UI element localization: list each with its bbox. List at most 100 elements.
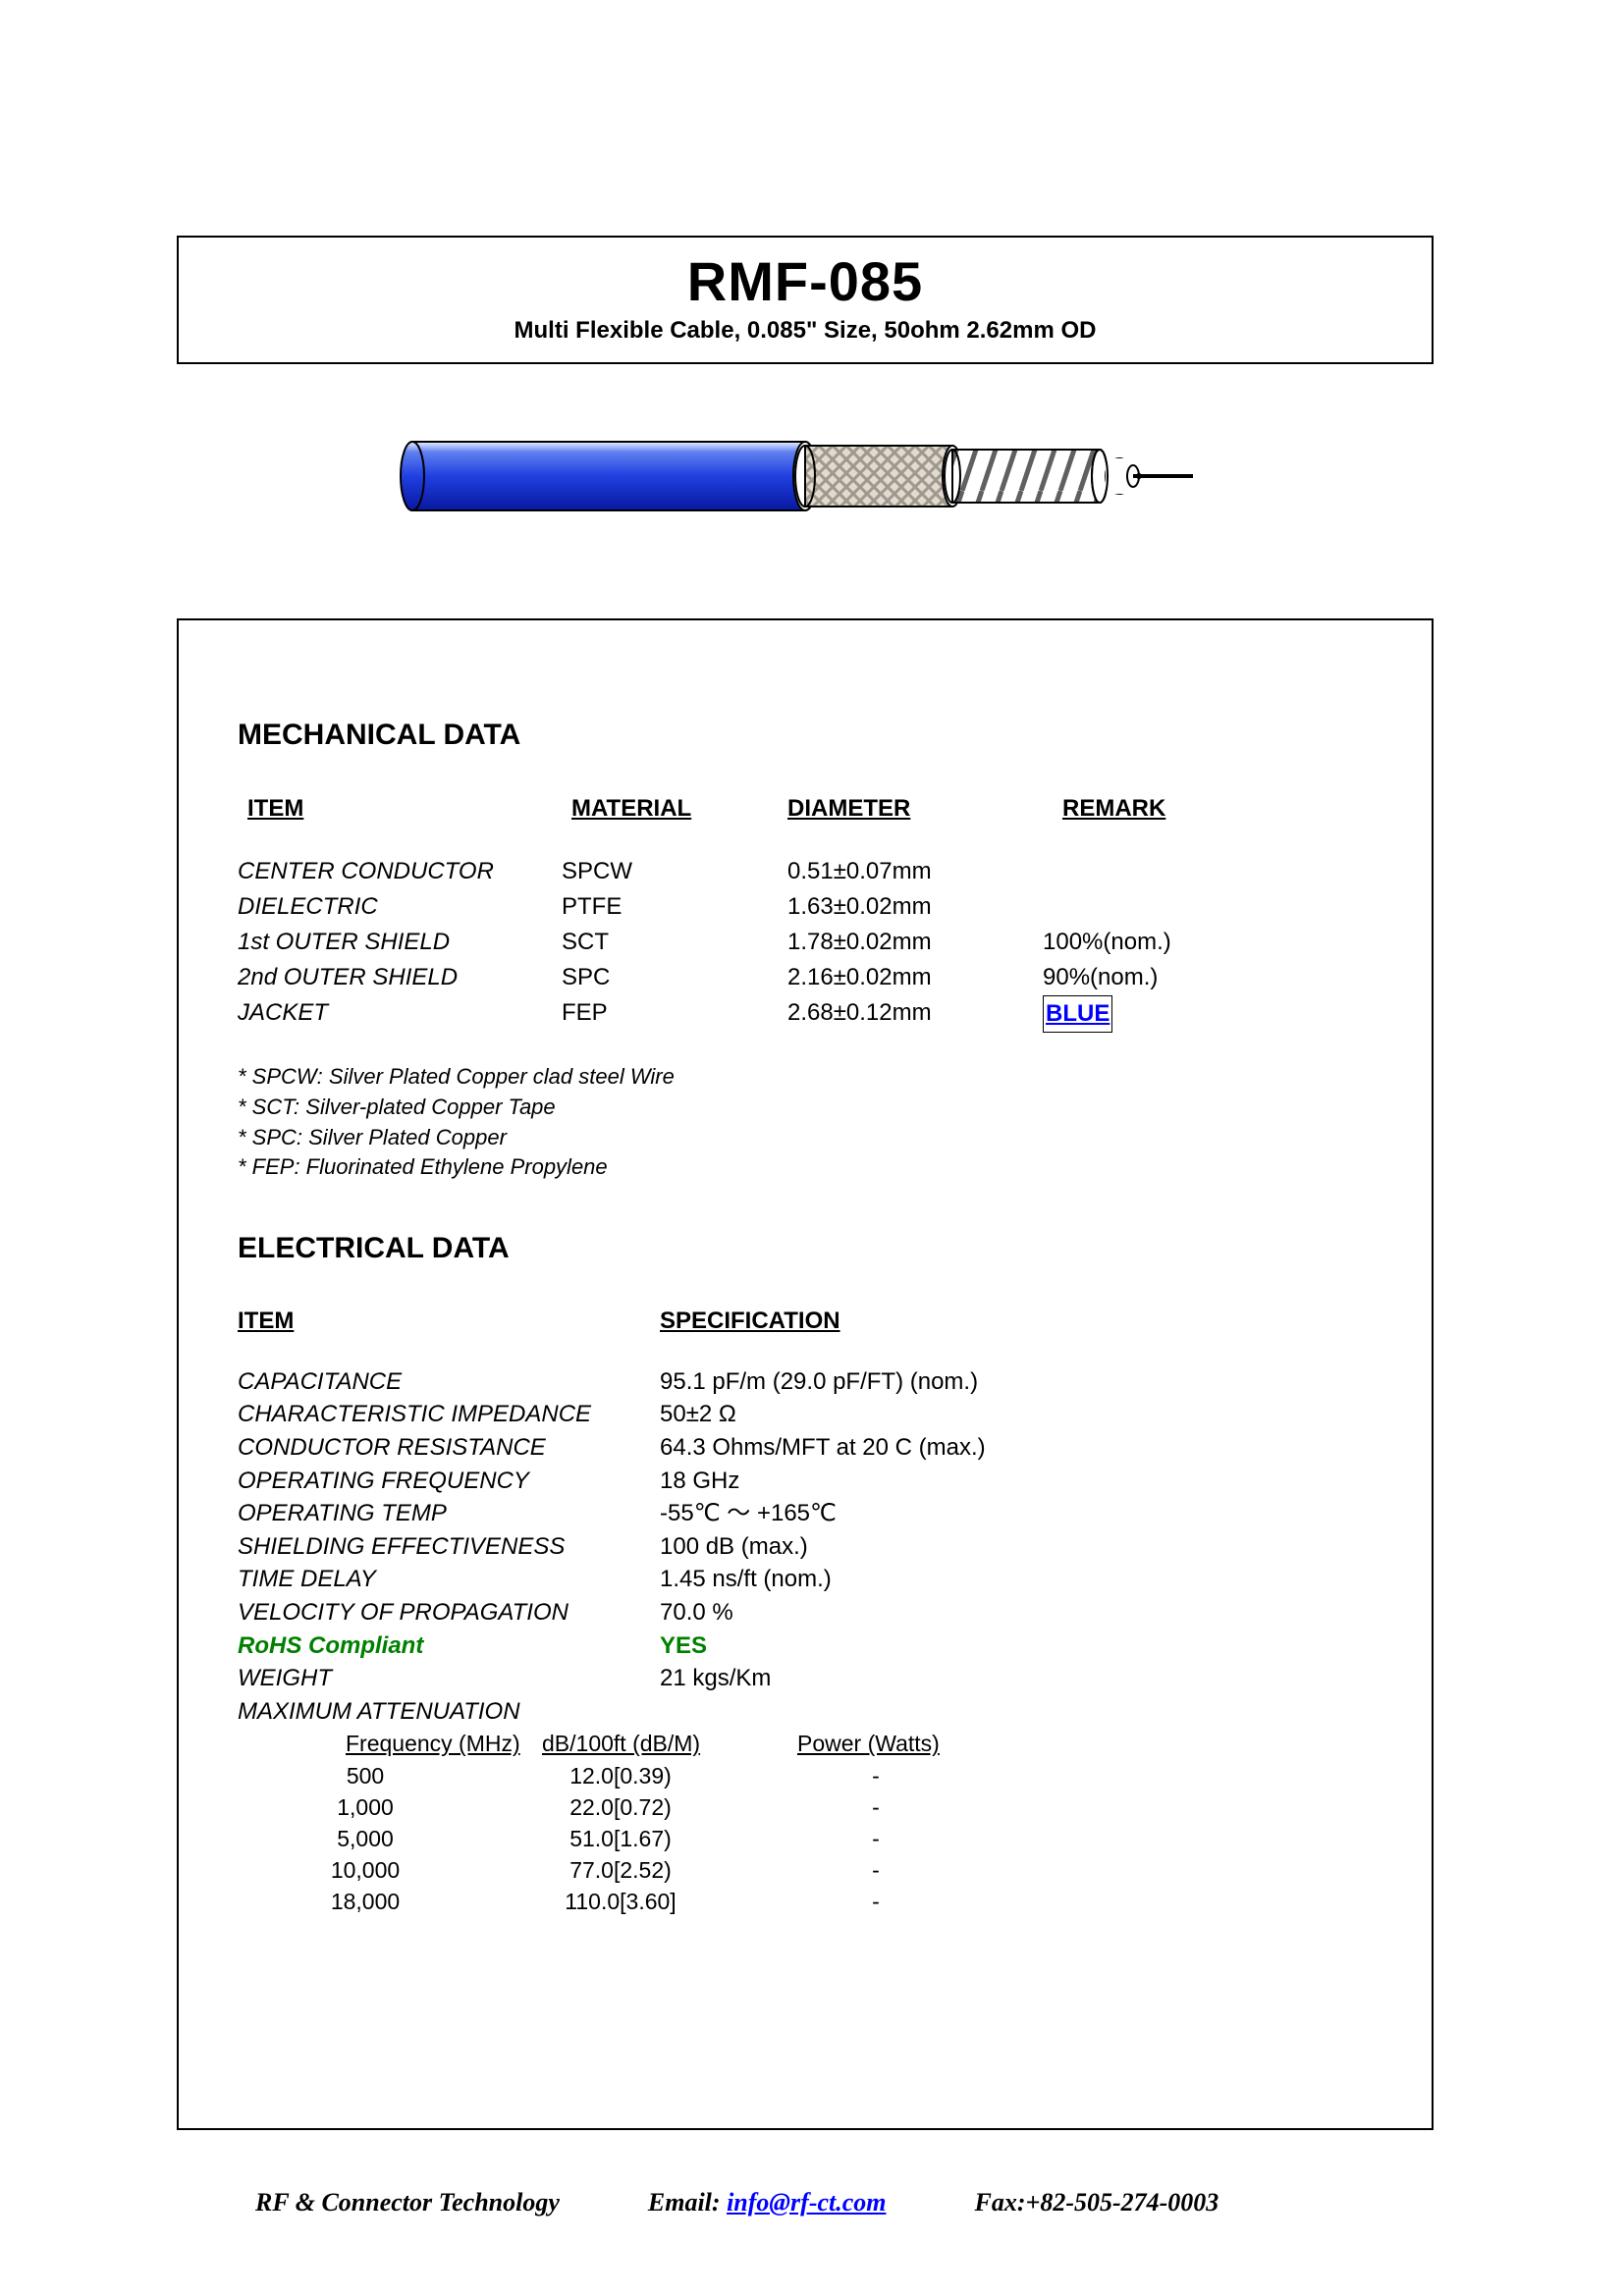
mech-item: 2nd OUTER SHIELD: [238, 960, 562, 995]
atten-power: -: [748, 1760, 1003, 1791]
mech-item: JACKET: [238, 995, 562, 1033]
mech-material: FEP: [562, 995, 787, 1033]
mech-row: 1st OUTER SHIELDSCT1.78±0.02mm100%(nom.): [238, 925, 1373, 960]
mech-diameter: 2.16±0.02mm: [787, 960, 1043, 995]
mech-head-item: ITEM: [238, 791, 562, 827]
atten-head-freq: Frequency (MHz): [238, 1728, 542, 1759]
elec-spec: 70.0 %: [660, 1596, 1151, 1629]
elec-item: WEIGHT: [238, 1662, 660, 1695]
atten-head-db: dB/100ft (dB/M): [542, 1728, 797, 1759]
atten-db: 51.0[1.67): [552, 1823, 748, 1854]
footer-email-link[interactable]: info@rf-ct.com: [727, 2188, 886, 2216]
mech-remark: BLUE: [1043, 995, 1239, 1033]
elec-spec: 95.1 pF/m (29.0 pF/FT) (nom.): [660, 1365, 1151, 1399]
note-line: * FEP: Fluorinated Ethylene Propylene: [238, 1152, 1373, 1183]
elec-item: CAPACITANCE: [238, 1365, 660, 1399]
electrical-table: ITEM SPECIFICATION CAPACITANCE95.1 pF/m …: [238, 1305, 1373, 1917]
elec-row: OPERATING TEMP-55℃ ～ +165℃: [238, 1497, 1373, 1530]
elec-row: OPERATING FREQUENCY18 GHz: [238, 1465, 1373, 1498]
elec-spec: 1.45 ns/ft (nom.): [660, 1563, 1151, 1596]
elec-item: SHIELDING EFFECTIVENESS: [238, 1530, 660, 1564]
mech-row: JACKETFEP2.68±0.12mmBLUE: [238, 995, 1373, 1033]
elec-item: TIME DELAY: [238, 1563, 660, 1596]
mech-diameter: 2.68±0.12mm: [787, 995, 1043, 1033]
atten-row: 10,00077.0[2.52)-: [238, 1854, 1373, 1886]
elec-row: RoHS CompliantYES: [238, 1629, 1373, 1663]
mech-remark: 90%(nom.): [1043, 960, 1239, 995]
elec-spec: 18 GHz: [660, 1465, 1151, 1498]
atten-freq: 18,000: [238, 1886, 552, 1917]
note-line: * SPCW: Silver Plated Copper clad steel …: [238, 1062, 1373, 1093]
header-box: RMF-085 Multi Flexible Cable, 0.085" Siz…: [177, 236, 1434, 364]
elec-row: WEIGHT21 kgs/Km: [238, 1662, 1373, 1695]
elec-row: SHIELDING EFFECTIVENESS100 dB (max.): [238, 1530, 1373, 1564]
note-line: * SPC: Silver Plated Copper: [238, 1123, 1373, 1153]
mech-row: CENTER CONDUCTORSPCW0.51±0.07mm: [238, 854, 1373, 889]
mech-material: SPC: [562, 960, 787, 995]
mech-diameter: 1.63±0.02mm: [787, 889, 1043, 925]
atten-freq: 1,000: [238, 1791, 552, 1823]
mech-remark: 100%(nom.): [1043, 925, 1239, 960]
elec-row: CHARACTERISTIC IMPEDANCE50±2 Ω: [238, 1398, 1373, 1431]
atten-db: 77.0[2.52): [552, 1854, 748, 1886]
atten-freq: 10,000: [238, 1854, 552, 1886]
elec-item: VELOCITY OF PROPAGATION: [238, 1596, 660, 1629]
material-notes: * SPCW: Silver Plated Copper clad steel …: [238, 1062, 1373, 1183]
elec-head-item: ITEM: [238, 1305, 660, 1338]
atten-db: 22.0[0.72): [552, 1791, 748, 1823]
elec-item: CHARACTERISTIC IMPEDANCE: [238, 1398, 660, 1431]
attenuation-subheader: Frequency (MHz) dB/100ft (dB/M) Power (W…: [238, 1728, 1373, 1759]
elec-row: CAPACITANCE95.1 pF/m (29.0 pF/FT) (nom.): [238, 1365, 1373, 1399]
atten-row: 18,000110.0[3.60]-: [238, 1886, 1373, 1917]
elec-spec: YES: [660, 1629, 1151, 1663]
mech-row: 2nd OUTER SHIELDSPC2.16±0.02mm90%(nom.): [238, 960, 1373, 995]
mech-header-row: ITEM MATERIAL DIAMETER REMARK: [238, 791, 1373, 827]
elec-row: VELOCITY OF PROPAGATION70.0 %: [238, 1596, 1373, 1629]
atten-row: 5,00051.0[1.67)-: [238, 1823, 1373, 1854]
mech-item: CENTER CONDUCTOR: [238, 854, 562, 889]
elec-item: OPERATING TEMP: [238, 1497, 660, 1530]
atten-db: 12.0[0.39): [552, 1760, 748, 1791]
mech-remark: [1043, 854, 1239, 889]
elec-item: CONDUCTOR RESISTANCE: [238, 1431, 660, 1465]
mechanical-title: MECHANICAL DATA: [238, 719, 1373, 752]
product-subtitle: Multi Flexible Cable, 0.085" Size, 50ohm…: [179, 317, 1432, 345]
atten-power: -: [748, 1854, 1003, 1886]
atten-db: 110.0[3.60]: [552, 1886, 748, 1917]
atten-row: 1,00022.0[0.72)-: [238, 1791, 1373, 1823]
atten-freq: 5,000: [238, 1823, 552, 1854]
mech-item: DIELECTRIC: [238, 889, 562, 925]
footer-email-label: Email:: [648, 2188, 727, 2216]
mech-material: PTFE: [562, 889, 787, 925]
mech-diameter: 1.78±0.02mm: [787, 925, 1043, 960]
elec-spec: 100 dB (max.): [660, 1530, 1151, 1564]
atten-power: -: [748, 1886, 1003, 1917]
footer-fax: Fax:+82-505-274-0003: [975, 2188, 1219, 2217]
elec-header-row: ITEM SPECIFICATION: [238, 1305, 1373, 1338]
mech-material: SPCW: [562, 854, 787, 889]
note-line: * SCT: Silver-plated Copper Tape: [238, 1093, 1373, 1123]
mech-diameter: 0.51±0.07mm: [787, 854, 1043, 889]
spec-box: MECHANICAL DATA ITEM MATERIAL DIAMETER R…: [177, 618, 1434, 2130]
elec-spec: 21 kgs/Km: [660, 1662, 1151, 1695]
elec-spec: -55℃ ～ +165℃: [660, 1497, 1151, 1530]
elec-head-spec: SPECIFICATION: [660, 1305, 1053, 1338]
elec-spec: 50±2 Ω: [660, 1398, 1151, 1431]
page-footer: RF & Connector Technology Email: info@rf…: [255, 2188, 1434, 2217]
cable-diagram: [393, 432, 1198, 520]
atten-power: -: [748, 1823, 1003, 1854]
footer-email: Email: info@rf-ct.com: [648, 2188, 887, 2217]
product-title: RMF-085: [179, 249, 1432, 313]
elec-item: OPERATING FREQUENCY: [238, 1465, 660, 1498]
atten-row: 50012.0[0.39)-: [238, 1760, 1373, 1791]
elec-row: CONDUCTOR RESISTANCE64.3 Ohms/MFT at 20 …: [238, 1431, 1373, 1465]
elec-item: RoHS Compliant: [238, 1629, 660, 1663]
footer-company: RF & Connector Technology: [255, 2188, 560, 2217]
atten-power: -: [748, 1791, 1003, 1823]
mech-head-diameter: DIAMETER: [787, 791, 1043, 827]
attenuation-label: MAXIMUM ATTENUATION: [238, 1695, 1373, 1729]
mechanical-table: ITEM MATERIAL DIAMETER REMARK CENTER CON…: [238, 791, 1373, 1033]
mech-material: SCT: [562, 925, 787, 960]
mech-head-material: MATERIAL: [562, 791, 787, 827]
elec-row: TIME DELAY1.45 ns/ft (nom.): [238, 1563, 1373, 1596]
